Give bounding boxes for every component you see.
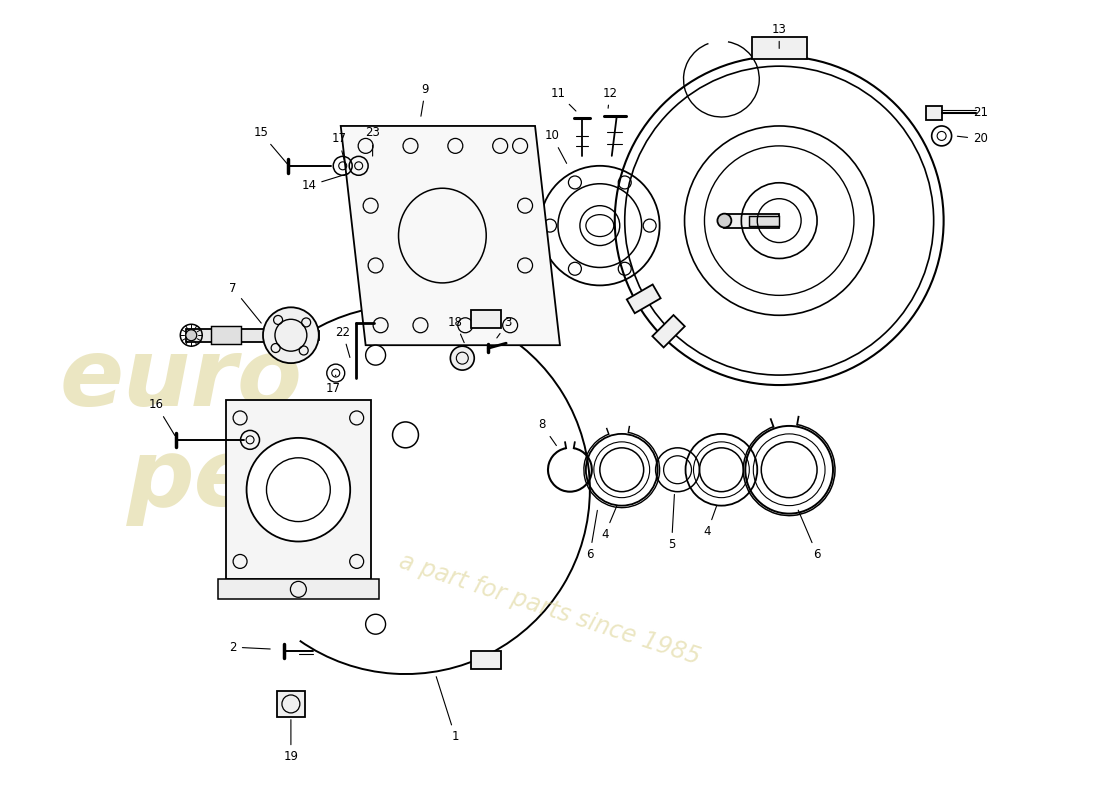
Circle shape xyxy=(365,614,386,634)
Text: pes: pes xyxy=(128,434,315,526)
Bar xyxy=(472,650,502,669)
Text: 4: 4 xyxy=(601,506,617,541)
Text: 10: 10 xyxy=(544,130,566,163)
Circle shape xyxy=(186,330,197,341)
Text: 5: 5 xyxy=(668,494,675,551)
Bar xyxy=(186,329,290,342)
Bar xyxy=(472,310,502,327)
Bar xyxy=(926,106,942,120)
Bar xyxy=(751,38,806,59)
Circle shape xyxy=(450,346,474,370)
Bar xyxy=(227,400,371,579)
Text: 1: 1 xyxy=(437,677,459,743)
Circle shape xyxy=(246,438,350,542)
Text: 22: 22 xyxy=(336,326,350,358)
Text: 14: 14 xyxy=(301,174,348,192)
Text: 20: 20 xyxy=(957,133,988,146)
Bar xyxy=(290,330,319,340)
Text: 18: 18 xyxy=(448,316,464,342)
Text: 8: 8 xyxy=(538,418,557,446)
Text: 6: 6 xyxy=(586,510,597,561)
Text: 11: 11 xyxy=(550,86,576,111)
Text: 3: 3 xyxy=(497,316,512,338)
Text: 13: 13 xyxy=(772,22,786,49)
Text: 9: 9 xyxy=(421,82,429,116)
Circle shape xyxy=(717,214,732,228)
Text: 16: 16 xyxy=(148,398,175,435)
Polygon shape xyxy=(341,126,560,345)
Bar xyxy=(749,216,779,226)
Text: 4: 4 xyxy=(704,506,716,538)
Text: 21: 21 xyxy=(956,106,988,119)
Text: 19: 19 xyxy=(284,720,298,763)
Polygon shape xyxy=(627,285,661,314)
Bar xyxy=(725,214,779,228)
Text: euro: euro xyxy=(59,334,302,426)
Text: 6: 6 xyxy=(799,510,821,561)
Text: 12: 12 xyxy=(603,86,617,108)
Text: 15: 15 xyxy=(254,126,287,164)
Polygon shape xyxy=(218,579,378,599)
Text: a part for parts since 1985: a part for parts since 1985 xyxy=(396,549,704,670)
Bar xyxy=(277,691,305,717)
Circle shape xyxy=(365,345,386,365)
Text: 17: 17 xyxy=(331,133,346,163)
Text: 2: 2 xyxy=(230,641,271,654)
Circle shape xyxy=(263,307,319,363)
Polygon shape xyxy=(652,315,685,347)
Circle shape xyxy=(393,422,418,448)
Text: 17: 17 xyxy=(326,375,340,394)
Text: 23: 23 xyxy=(365,126,381,156)
Bar xyxy=(211,326,241,344)
Text: 7: 7 xyxy=(230,282,262,323)
